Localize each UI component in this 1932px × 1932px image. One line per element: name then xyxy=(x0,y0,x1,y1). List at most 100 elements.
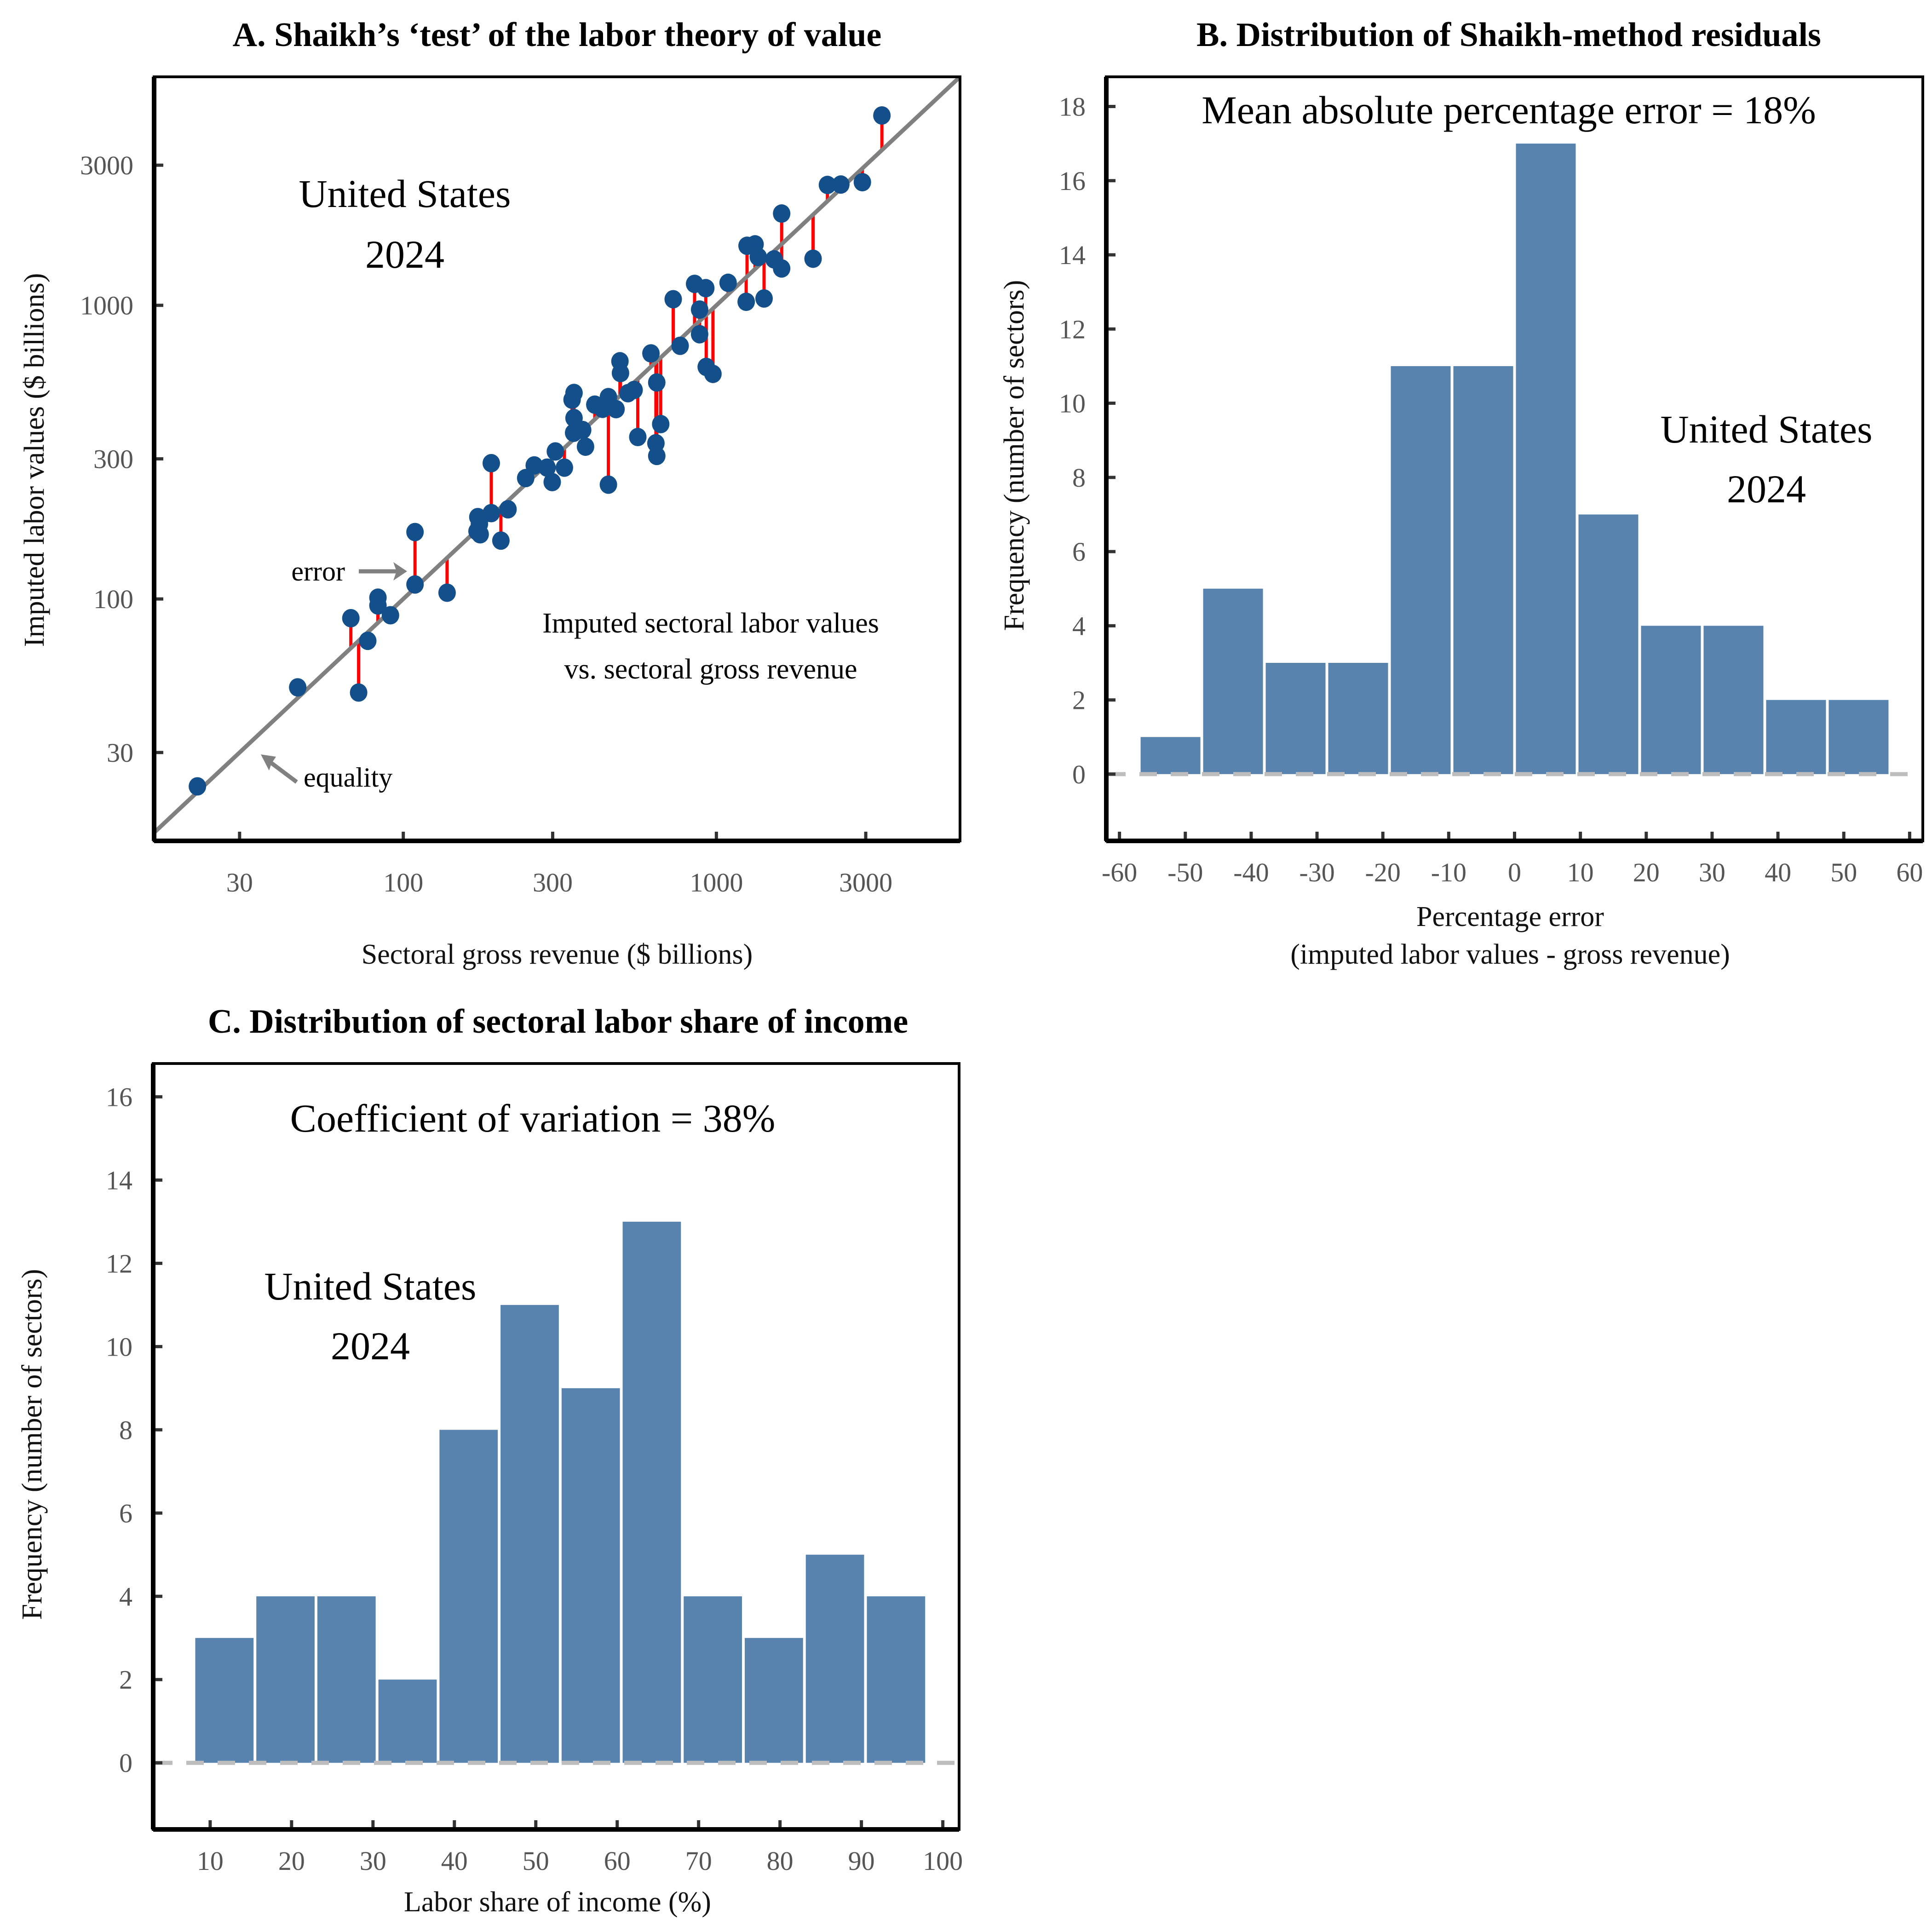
panel-c-x-axis-label: Labor share of income (%) xyxy=(404,1886,711,1918)
panel-a-year-label: 2024 xyxy=(365,232,444,276)
histogram-bar xyxy=(1766,700,1826,774)
data-point xyxy=(555,458,573,477)
histogram-bar xyxy=(1140,737,1201,774)
data-point xyxy=(671,336,689,355)
data-point xyxy=(406,523,424,541)
data-point xyxy=(690,325,708,344)
data-point xyxy=(546,442,564,461)
histogram-bar xyxy=(1265,662,1326,774)
panel-b-y-axis-label: Frequency (number of sectors) xyxy=(999,280,1030,631)
x-tick-label: 100 xyxy=(383,868,423,897)
histogram-bar xyxy=(684,1596,742,1763)
data-point xyxy=(704,364,722,383)
data-point xyxy=(525,456,543,475)
x-tick-label: 90 xyxy=(848,1846,875,1876)
x-tick-label: 20 xyxy=(278,1846,305,1876)
panel-a-title: A. Shaikh’s ‘test’ of the labor theory o… xyxy=(233,16,882,54)
data-point xyxy=(873,106,891,125)
x-tick-label: 40 xyxy=(1765,857,1791,887)
data-point xyxy=(492,531,510,550)
data-point xyxy=(773,204,791,223)
panel-a-description-line1: Imputed sectoral labor values xyxy=(542,608,879,639)
x-tick-label: 100 xyxy=(923,1846,963,1876)
x-tick-label: 40 xyxy=(441,1846,468,1876)
histogram-bar xyxy=(1453,366,1513,774)
histogram-bar xyxy=(1578,514,1639,774)
data-point xyxy=(648,373,666,392)
y-tick-label: 18 xyxy=(1059,92,1086,122)
panel-c-title: C. Distribution of sectoral labor share … xyxy=(208,1003,908,1041)
data-point xyxy=(611,363,629,382)
data-point xyxy=(690,300,708,319)
histogram-bar xyxy=(195,1638,254,1763)
data-point xyxy=(517,469,535,488)
histogram-bar xyxy=(256,1596,315,1763)
x-tick-label: 50 xyxy=(523,1846,549,1876)
x-tick-label: 3000 xyxy=(839,868,892,897)
data-point xyxy=(737,293,755,311)
data-point xyxy=(625,380,643,399)
histogram-bar xyxy=(867,1596,926,1763)
x-tick-label: 30 xyxy=(360,1846,386,1876)
y-tick-label: 16 xyxy=(106,1082,132,1112)
panel-c-country-label: United States xyxy=(264,1264,477,1308)
x-tick-label: 80 xyxy=(767,1846,794,1876)
panel-a-scatter: A. Shaikh’s ‘test’ of the labor theory o… xyxy=(19,16,962,970)
data-point xyxy=(369,596,387,615)
y-tick-label: 10 xyxy=(106,1332,132,1362)
data-point xyxy=(599,475,617,494)
y-tick-label: 8 xyxy=(119,1415,132,1445)
y-tick-label: 8 xyxy=(1072,463,1086,493)
panel-b-year-label: 2024 xyxy=(1727,467,1806,511)
data-point xyxy=(342,609,360,627)
histogram-bar xyxy=(1828,700,1889,774)
x-tick-label: 0 xyxy=(1508,857,1521,887)
y-tick-label: 300 xyxy=(93,444,133,474)
panel-b-x-axis-label-line2: (imputed labor values - gross revenue) xyxy=(1290,939,1730,970)
panel-b-x-axis-label: Percentage error xyxy=(1416,901,1604,932)
y-tick-label: 14 xyxy=(106,1165,132,1195)
y-tick-label: 30 xyxy=(107,738,133,768)
histogram-bar xyxy=(561,1388,620,1763)
data-point xyxy=(629,428,647,447)
y-tick-label: 6 xyxy=(119,1498,132,1528)
y-tick-label: 1000 xyxy=(80,291,133,321)
histogram-bar xyxy=(317,1596,376,1763)
data-point xyxy=(832,175,850,194)
x-tick-label: -30 xyxy=(1299,857,1334,887)
panel-b-bars xyxy=(1140,144,1889,774)
equality-arrow-icon xyxy=(261,754,298,784)
data-point xyxy=(804,249,822,268)
y-tick-label: 4 xyxy=(119,1581,132,1611)
data-point xyxy=(607,400,625,419)
panel-c-bars xyxy=(195,1221,926,1763)
panel-c-stat-label: Coefficient of variation = 38% xyxy=(290,1096,776,1140)
y-tick-label: 2 xyxy=(119,1665,132,1695)
panel-c-year-label: 2024 xyxy=(331,1324,410,1368)
equality-annotation-label: equality xyxy=(304,762,392,793)
data-point xyxy=(755,289,773,308)
x-tick-label: 30 xyxy=(1699,857,1725,887)
x-tick-label: 50 xyxy=(1830,857,1857,887)
x-tick-label: -50 xyxy=(1167,857,1203,887)
data-point xyxy=(482,504,500,523)
data-point xyxy=(576,437,594,456)
y-tick-label: 6 xyxy=(1072,537,1086,567)
data-point xyxy=(664,290,682,309)
panel-b-ticks: -60 -50 -40 -30 -20 -10 0 10 20 30 40 50 60 0 2 4 6 8 10 12… xyxy=(1059,92,1923,887)
x-tick-label: 20 xyxy=(1633,857,1660,887)
y-tick-label: 12 xyxy=(1059,314,1086,344)
panel-a-x-axis-label: Sectoral gross revenue ($ billions) xyxy=(362,939,753,970)
x-tick-label: 10 xyxy=(197,1846,224,1876)
data-point xyxy=(482,454,500,472)
y-tick-label: 16 xyxy=(1059,166,1086,196)
error-annotation-label: error xyxy=(291,556,345,586)
x-tick-label: 1000 xyxy=(690,868,743,897)
panel-c-histogram: C. Distribution of sectoral labor share … xyxy=(17,1003,963,1918)
data-point xyxy=(749,247,767,266)
x-tick-label: 70 xyxy=(685,1846,712,1876)
histogram-bar xyxy=(805,1554,864,1763)
data-point xyxy=(574,420,592,439)
data-point xyxy=(543,473,561,492)
